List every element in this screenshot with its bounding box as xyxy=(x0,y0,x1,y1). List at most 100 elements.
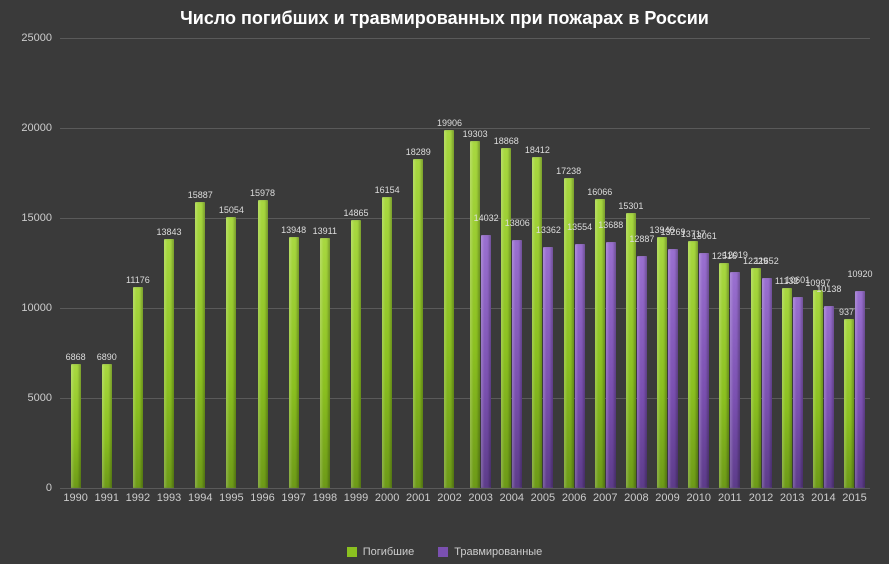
x-tick-label: 2012 xyxy=(749,492,773,504)
bar-deaths: 12516 xyxy=(719,263,729,488)
bar-injured: 12887 xyxy=(637,256,647,488)
bar-value-deaths: 16066 xyxy=(587,187,612,197)
x-tick-label: 1997 xyxy=(281,492,305,504)
legend-label-injured: Травмированные xyxy=(454,546,542,558)
bar-deaths: 13843 xyxy=(164,239,174,488)
bar-injured: 13269 xyxy=(668,249,678,488)
bar-value-deaths: 13911 xyxy=(313,226,337,236)
bar-value-deaths: 13948 xyxy=(281,225,306,235)
x-tick-label: 1991 xyxy=(94,492,118,504)
y-tick-label: 15000 xyxy=(21,212,52,224)
y-tick-label: 25000 xyxy=(21,32,52,44)
bar-deaths: 6890 xyxy=(102,364,112,488)
x-tick-label: 1992 xyxy=(126,492,150,504)
x-tick-label: 2011 xyxy=(718,492,742,504)
bar-value-injured: 14032 xyxy=(474,213,499,223)
bar-deaths: 11176 xyxy=(133,287,143,488)
x-tick-label: 2010 xyxy=(686,492,710,504)
x-tick-label: 2015 xyxy=(842,492,866,504)
year-group: 17238135542006 xyxy=(559,38,590,488)
x-tick-label: 2008 xyxy=(624,492,648,504)
x-tick-label: 1999 xyxy=(344,492,368,504)
bar-deaths: 15301 xyxy=(626,213,636,488)
y-tick-label: 5000 xyxy=(28,392,52,404)
bar-injured: 11652 xyxy=(762,278,772,488)
legend-item-injured: Травмированные xyxy=(438,546,542,558)
legend: Погибшие Травмированные xyxy=(0,546,889,558)
bar-value-deaths: 19906 xyxy=(437,118,462,128)
bar-value-deaths: 15301 xyxy=(618,201,643,211)
y-tick-label: 0 xyxy=(46,482,52,494)
x-tick-label: 1995 xyxy=(219,492,243,504)
legend-label-deaths: Погибшие xyxy=(363,546,415,558)
bar-deaths: 15978 xyxy=(258,200,268,488)
x-tick-label: 2001 xyxy=(406,492,430,504)
year-group: 15301128872008 xyxy=(621,38,652,488)
bar-deaths: 15054 xyxy=(226,217,236,488)
x-tick-label: 2013 xyxy=(780,492,804,504)
y-tick-label: 20000 xyxy=(21,122,52,134)
x-tick-label: 1994 xyxy=(188,492,212,504)
bar-injured: 10920 xyxy=(855,291,865,488)
year-group: 150541995 xyxy=(216,38,247,488)
plot-area: 0500010000150002000025000 68681990689019… xyxy=(60,38,870,508)
x-tick-label: 2006 xyxy=(562,492,586,504)
bar-injured: 10601 xyxy=(793,297,803,488)
chart-container: Число погибших и травмированных при пожа… xyxy=(0,0,889,564)
year-group: 12229116522012 xyxy=(745,38,776,488)
year-group: 13717130612010 xyxy=(683,38,714,488)
x-tick-label: 1998 xyxy=(313,492,337,504)
bar-injured: 13362 xyxy=(543,247,553,488)
bar-value-deaths: 15978 xyxy=(250,188,275,198)
year-group: 68901991 xyxy=(91,38,122,488)
bar-value-injured: 13362 xyxy=(536,225,561,235)
y-tick-label: 10000 xyxy=(21,302,52,314)
gridline: 0 xyxy=(60,488,870,489)
bar-value-deaths: 16154 xyxy=(375,185,400,195)
year-group: 182892001 xyxy=(403,38,434,488)
year-group: 10997101382014 xyxy=(808,38,839,488)
year-group: 139481997 xyxy=(278,38,309,488)
bar-deaths: 16154 xyxy=(382,197,392,488)
bar-value-injured: 13554 xyxy=(567,222,592,232)
year-group: 199062002 xyxy=(434,38,465,488)
year-group: 148651999 xyxy=(340,38,371,488)
x-tick-label: 1990 xyxy=(63,492,87,504)
chart-title: Число погибших и травмированных при пожа… xyxy=(0,8,889,29)
bar-deaths: 19303 xyxy=(470,141,480,488)
year-group: 19303140322003 xyxy=(465,38,496,488)
bar-value-deaths: 17238 xyxy=(556,166,581,176)
bar-value-injured: 11652 xyxy=(754,256,778,266)
bar-value-deaths: 18289 xyxy=(406,147,431,157)
bar-deaths: 16066 xyxy=(595,199,605,488)
bar-injured: 13061 xyxy=(699,253,709,488)
x-tick-label: 2005 xyxy=(531,492,555,504)
legend-swatch-deaths xyxy=(347,547,357,557)
bar-value-deaths: 6868 xyxy=(66,352,86,362)
bar-injured: 14032 xyxy=(481,235,491,488)
bar-value-injured: 13688 xyxy=(598,220,623,230)
bar-value-deaths: 18412 xyxy=(525,145,550,155)
bar-value-deaths: 6890 xyxy=(97,352,117,362)
bar-deaths: 13948 xyxy=(289,237,299,488)
bar-value-deaths: 14865 xyxy=(343,208,368,218)
year-group: 11132106012013 xyxy=(777,38,808,488)
x-tick-label: 2014 xyxy=(811,492,835,504)
bar-deaths: 13911 xyxy=(320,238,330,488)
bar-deaths: 10997 xyxy=(813,290,823,488)
bar-value-injured: 13061 xyxy=(692,231,717,241)
bar-deaths: 18412 xyxy=(532,157,542,488)
bar-value-injured: 10920 xyxy=(847,269,872,279)
x-tick-label: 2002 xyxy=(437,492,461,504)
year-group: 16066136882007 xyxy=(590,38,621,488)
x-tick-label: 2000 xyxy=(375,492,399,504)
x-tick-label: 1996 xyxy=(250,492,274,504)
bar-deaths: 13717 xyxy=(688,241,698,488)
year-group: 138431993 xyxy=(153,38,184,488)
x-tick-label: 2007 xyxy=(593,492,617,504)
bar-injured: 10138 xyxy=(824,306,834,488)
bar-value-deaths: 15054 xyxy=(219,205,244,215)
year-group: 18412133622005 xyxy=(527,38,558,488)
bar-deaths: 12229 xyxy=(751,268,761,488)
year-group: 13946132692009 xyxy=(652,38,683,488)
